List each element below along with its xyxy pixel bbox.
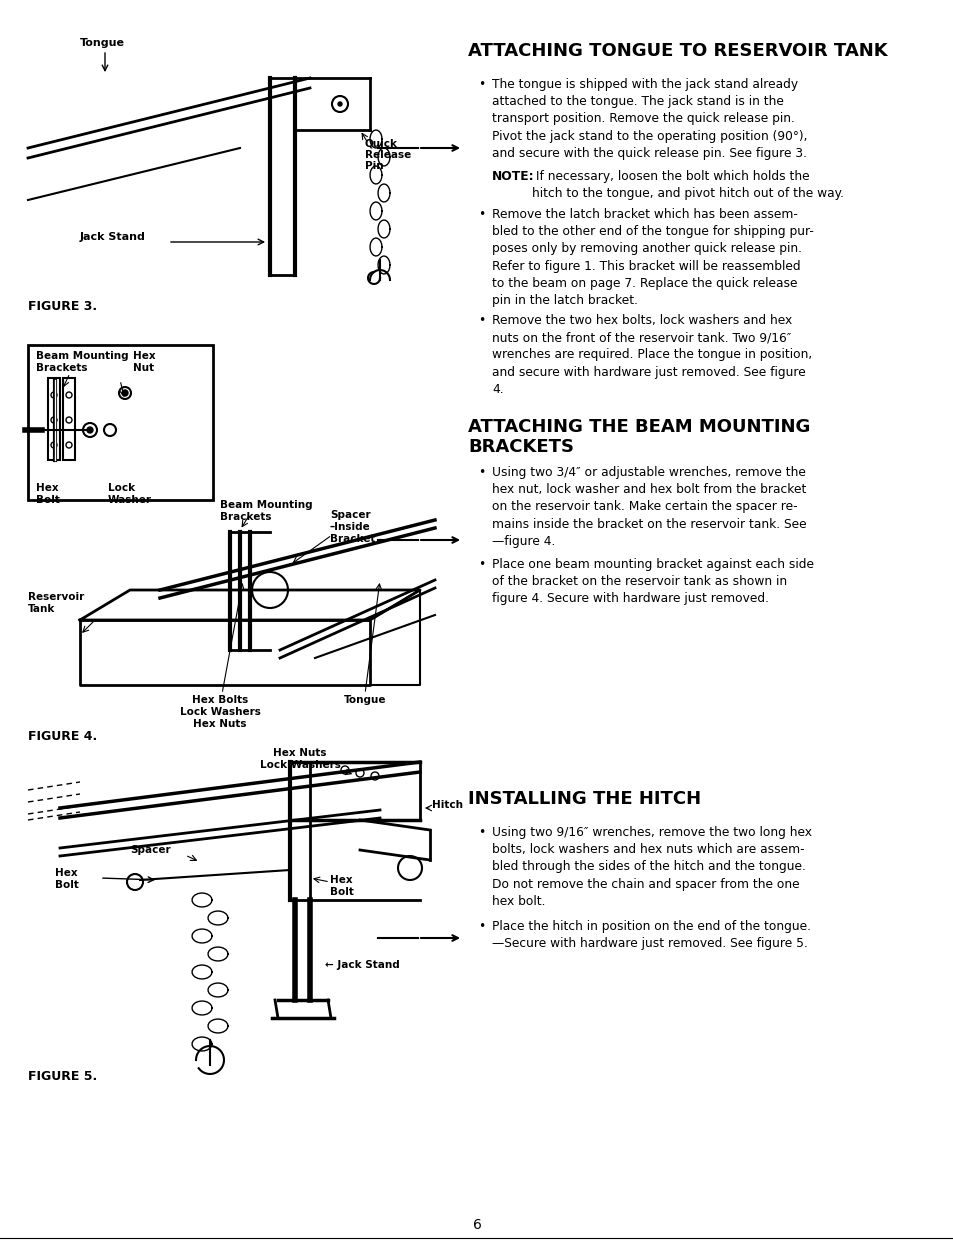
Text: ATTACHING TONGUE TO RESERVOIR TANK: ATTACHING TONGUE TO RESERVOIR TANK: [468, 42, 886, 60]
Circle shape: [87, 427, 92, 434]
Text: Tongue: Tongue: [80, 37, 125, 49]
Text: Using two 9/16″ wrenches, remove the two long hex
bolts, lock washers and hex nu: Using two 9/16″ wrenches, remove the two…: [492, 826, 811, 908]
Text: •: •: [477, 208, 485, 221]
Text: Remove the two hex bolts, lock washers and hex
nuts on the front of the reservoi: Remove the two hex bolts, lock washers a…: [492, 314, 811, 396]
Text: Spacer: Spacer: [330, 510, 370, 520]
Text: Bolt: Bolt: [330, 887, 354, 897]
Text: •: •: [477, 466, 485, 478]
Text: Beam Mounting: Beam Mounting: [36, 351, 129, 361]
Text: Washer: Washer: [108, 495, 152, 505]
Text: •: •: [477, 78, 485, 91]
Bar: [48, 378, 60, 460]
Text: Tongue: Tongue: [343, 695, 386, 705]
Text: Hex: Hex: [330, 875, 353, 885]
Text: Hex: Hex: [132, 351, 155, 361]
Text: FIGURE 4.: FIGURE 4.: [28, 730, 97, 743]
Text: –Inside: –Inside: [330, 522, 371, 532]
Text: Jack Stand: Jack Stand: [80, 232, 146, 242]
Text: Place one beam mounting bracket against each side
of the bracket on the reservoi: Place one beam mounting bracket against …: [492, 558, 813, 606]
Text: Hex Bolts: Hex Bolts: [192, 695, 248, 705]
Text: Spacer: Spacer: [130, 845, 171, 855]
Text: 6: 6: [472, 1219, 481, 1232]
Text: Hex: Hex: [36, 483, 58, 493]
Text: Brackets: Brackets: [220, 512, 272, 522]
Text: INSTALLING THE HITCH: INSTALLING THE HITCH: [468, 790, 700, 807]
Text: Lock Washers: Lock Washers: [179, 706, 260, 716]
Text: Quick
Release
Pin: Quick Release Pin: [365, 138, 411, 171]
Text: Hex Nuts: Hex Nuts: [193, 719, 247, 729]
Text: ATTACHING THE BEAM MOUNTING
BRACKETS: ATTACHING THE BEAM MOUNTING BRACKETS: [468, 417, 809, 456]
Text: Hex: Hex: [55, 868, 77, 878]
Text: FIGURE 3.: FIGURE 3.: [28, 300, 97, 313]
Text: The tongue is shipped with the jack stand already
attached to the tongue. The ja: The tongue is shipped with the jack stan…: [492, 78, 806, 159]
Text: Bolt: Bolt: [36, 495, 60, 505]
Text: Tank: Tank: [28, 604, 55, 614]
Text: Hex Nuts: Hex Nuts: [273, 748, 327, 758]
Text: Remove the latch bracket which has been assem-
bled to the other end of the tong: Remove the latch bracket which has been …: [492, 208, 813, 307]
Text: Nut: Nut: [132, 363, 154, 373]
Text: •: •: [477, 826, 485, 839]
Bar: [28, 345, 213, 500]
Text: Lock Washers: Lock Washers: [259, 760, 340, 770]
Text: Bracket: Bracket: [330, 535, 375, 545]
Text: Lock: Lock: [108, 483, 135, 493]
Text: Hitch: Hitch: [432, 800, 462, 810]
Circle shape: [122, 390, 128, 396]
Text: Brackets: Brackets: [36, 363, 88, 373]
Text: •: •: [477, 558, 485, 571]
Text: Beam Mounting: Beam Mounting: [220, 500, 313, 510]
Text: Reservoir: Reservoir: [28, 592, 84, 602]
Text: Place the hitch in position on the end of the tongue.
—Secure with hardware just: Place the hitch in position on the end o…: [492, 920, 810, 951]
Text: FIGURE 5.: FIGURE 5.: [28, 1070, 97, 1083]
Text: •: •: [477, 314, 485, 326]
Circle shape: [337, 102, 341, 106]
Text: NOTE:: NOTE:: [492, 169, 534, 183]
Text: Bolt: Bolt: [55, 880, 79, 890]
Bar: [63, 378, 75, 460]
Text: •: •: [477, 920, 485, 933]
Text: ← Jack Stand: ← Jack Stand: [325, 959, 399, 969]
Text: Using two 3/4″ or adjustable wrenches, remove the
hex nut, lock washer and hex b: Using two 3/4″ or adjustable wrenches, r…: [492, 466, 806, 548]
Text: If necessary, loosen the bolt which holds the
hitch to the tongue, and pivot hit: If necessary, loosen the bolt which hold…: [532, 169, 843, 201]
